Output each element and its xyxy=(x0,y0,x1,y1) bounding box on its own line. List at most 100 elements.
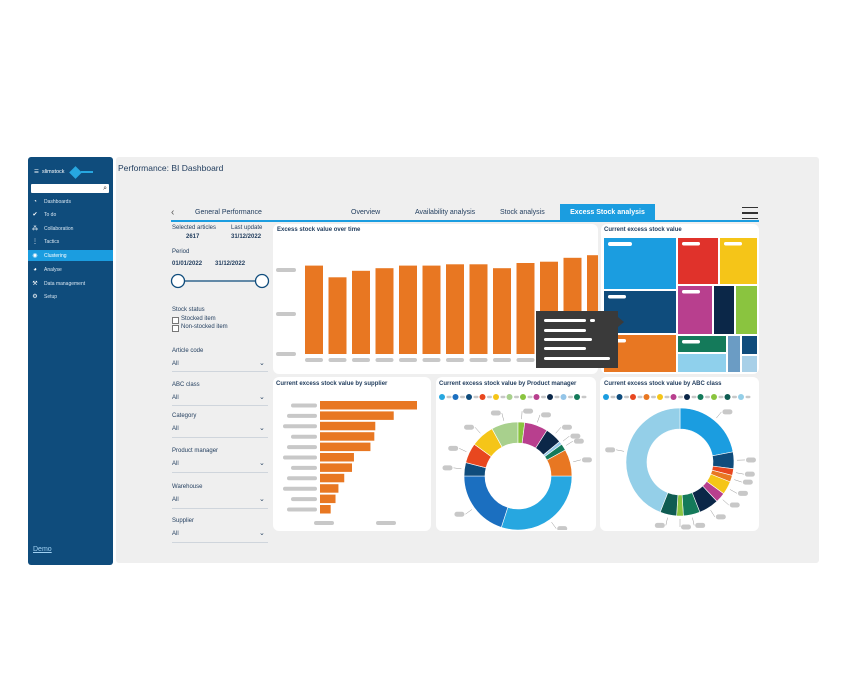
legend-dot xyxy=(533,394,540,400)
treemap-tile xyxy=(678,354,726,372)
non-stocked-item-label: Non-stocked item xyxy=(181,324,228,330)
tab-general-performance[interactable]: General Performance xyxy=(195,209,262,216)
period-slider[interactable] xyxy=(170,272,272,290)
y-tick-label-placeholder xyxy=(287,413,317,418)
product-manager-select[interactable]: All xyxy=(172,461,179,467)
period-start: 01/01/2022 xyxy=(172,261,203,267)
chevron-down-icon[interactable]: ⌄ xyxy=(259,460,265,467)
treemap-label-pill xyxy=(682,340,700,344)
supplier-label: Supplier xyxy=(172,518,195,524)
legend-label-placeholder xyxy=(624,395,629,399)
search-icon[interactable]: ⌕ xyxy=(103,185,107,192)
last-update-label: Last update xyxy=(231,225,263,231)
sidebar-item-label: Setup xyxy=(44,293,58,300)
card-title: Current excess stock value by Product ma… xyxy=(439,381,577,387)
legend-dot xyxy=(452,394,459,400)
treemap-label-pill xyxy=(724,242,742,246)
sidebar-item-analyse[interactable]: ◕ Analyse xyxy=(28,264,113,275)
y-tick-label-placeholder xyxy=(283,455,317,460)
callout-label-placeholder xyxy=(742,479,753,485)
callout-label-placeholder xyxy=(744,471,755,477)
tab-stock-analysis[interactable]: Stock analysis xyxy=(500,209,545,216)
x-tick-label-placeholder xyxy=(314,521,334,525)
card-title: Excess stock value over time xyxy=(277,227,361,233)
supplier-select[interactable]: All xyxy=(172,531,179,537)
article-code-select[interactable]: All xyxy=(172,361,179,367)
legend-dot xyxy=(493,394,499,400)
callout-label-placeholder xyxy=(722,409,733,415)
legend-dot xyxy=(506,394,513,400)
gear-icon: ⚙ xyxy=(32,294,38,300)
page-title: Performance: BI Dashboard xyxy=(118,163,224,173)
donut-slice xyxy=(500,475,573,530)
bar xyxy=(328,277,347,354)
callout-line xyxy=(551,521,557,529)
bar xyxy=(375,268,394,354)
category-select[interactable]: All xyxy=(172,426,179,432)
legend-dot xyxy=(439,394,445,400)
divider xyxy=(172,472,268,473)
legend-dot xyxy=(603,394,609,400)
callout-label-placeholder xyxy=(442,465,453,471)
chevron-down-icon[interactable]: ⌄ xyxy=(259,425,265,432)
y-tick-label-placeholder xyxy=(287,507,317,512)
legend-dot xyxy=(724,394,731,400)
last-update-value: 31/12/2022 xyxy=(231,234,262,240)
bar xyxy=(422,265,441,354)
x-tick-label-placeholder xyxy=(328,358,347,362)
sidebar-item-dashboards[interactable]: ◔ Dashboards xyxy=(28,196,113,207)
sidebar-item-setup[interactable]: ⚙ Setup xyxy=(28,291,113,302)
chevron-down-icon[interactable]: ⌄ xyxy=(259,530,265,537)
sidebar-item-data-management[interactable]: ⚒ Data management xyxy=(28,278,113,289)
slider-handle-start[interactable] xyxy=(170,273,186,289)
legend-label-placeholder xyxy=(637,395,643,399)
legend-label-placeholder xyxy=(514,395,519,399)
non-stocked-item-checkbox[interactable] xyxy=(172,325,179,332)
hamburger-menu-icon[interactable] xyxy=(742,207,758,220)
chevron-down-icon[interactable]: ⌄ xyxy=(259,496,265,503)
logo[interactable]: ☰ slimstock xyxy=(34,164,104,180)
legend-label-placeholder xyxy=(678,395,683,399)
bar xyxy=(320,432,375,441)
stocked-item-label: Stocked item xyxy=(181,316,216,322)
back-chevron-icon[interactable]: ‹ xyxy=(171,207,175,218)
treemap-tile xyxy=(742,356,757,372)
callout-line xyxy=(710,509,716,518)
callout-line xyxy=(616,449,625,452)
sidebar-item-todo[interactable]: ✔ To do xyxy=(28,209,113,220)
legend-dot xyxy=(643,394,650,400)
search-input[interactable]: ⌕ xyxy=(31,184,109,193)
card-product-manager xyxy=(436,377,596,531)
abc-class-select[interactable]: All xyxy=(172,395,179,401)
callout-label-placeholder xyxy=(573,438,584,444)
callout-line xyxy=(555,427,562,434)
sidebar-item-tactics[interactable]: ⋮ Tactics xyxy=(28,236,113,247)
x-tick-label-placeholder xyxy=(469,358,488,362)
legend-label-placeholder xyxy=(610,395,616,399)
chevron-down-icon[interactable]: ⌄ xyxy=(259,360,265,367)
warehouse-select[interactable]: All xyxy=(172,497,179,503)
callout-line xyxy=(465,509,473,515)
legend-label-placeholder xyxy=(718,395,724,399)
warehouse-label: Warehouse xyxy=(172,484,203,490)
callout-label-placeholder xyxy=(581,457,592,463)
slider-handle-end[interactable] xyxy=(254,273,270,289)
treemap-chart xyxy=(604,238,757,372)
callout-label-placeholder xyxy=(695,522,706,528)
demo-link[interactable]: Demo xyxy=(33,546,52,553)
tab-availability-analysis[interactable]: Availability analysis xyxy=(415,209,476,216)
callout-line xyxy=(665,517,668,526)
sidebar-item-collaboration[interactable]: ⁂ Collaboration xyxy=(28,223,113,234)
tab-overview[interactable]: Overview xyxy=(351,209,381,216)
y-tick-label-placeholder xyxy=(291,403,317,408)
tab-excess-stock-analysis[interactable]: Excess Stock analysis xyxy=(560,204,655,221)
y-tick-label-placeholder xyxy=(291,497,317,502)
chevron-down-icon[interactable]: ⌄ xyxy=(259,394,265,401)
sidebar-item-clustering[interactable]: ◉ Clustering xyxy=(28,250,113,261)
legend-label-placeholder xyxy=(568,395,573,399)
y-tick-label-placeholder xyxy=(283,424,317,429)
x-tick-label-placeholder xyxy=(446,358,464,362)
pie-icon: ◕ xyxy=(33,266,37,273)
stocked-item-checkbox[interactable] xyxy=(172,317,179,324)
divider xyxy=(172,542,268,543)
